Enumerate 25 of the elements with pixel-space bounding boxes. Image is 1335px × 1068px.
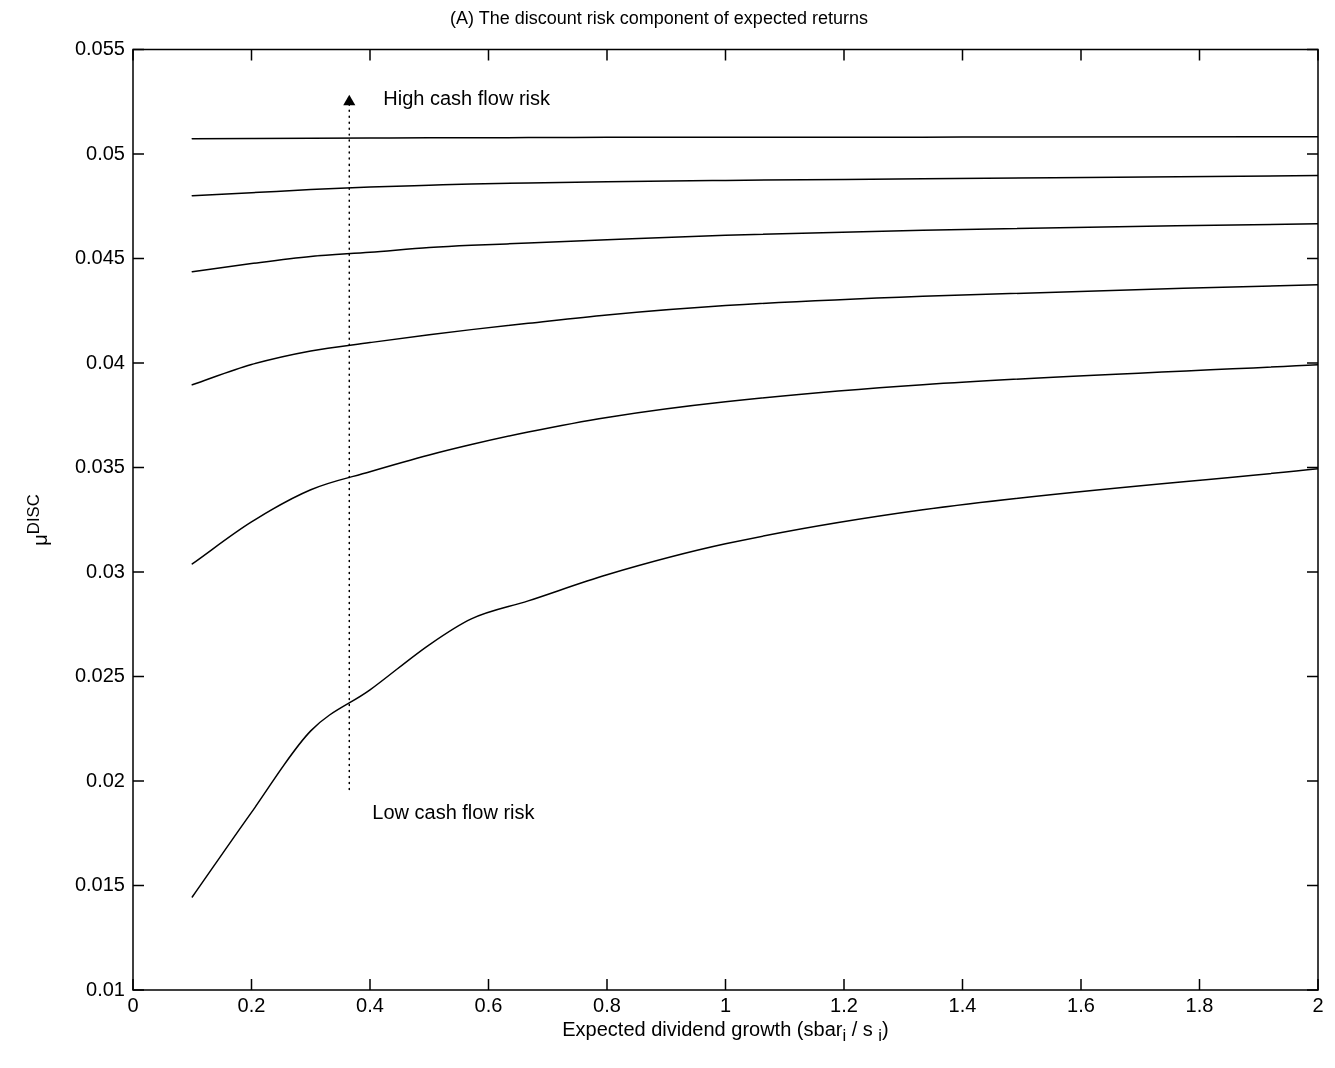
y-tick-label: 0.05: [86, 141, 125, 164]
y-tick-label: 0.03: [86, 559, 125, 582]
x-tick-label: 0.8: [593, 993, 621, 1016]
x-tick-label: 1.8: [1185, 993, 1214, 1016]
annotation: Low cash flow risk: [372, 800, 536, 823]
annotation: High cash flow risk: [383, 87, 551, 110]
x-tick-label: 1: [719, 993, 732, 1016]
y-tick-label: 0.02: [86, 768, 125, 791]
y-tick-label: 0.015: [74, 873, 125, 896]
y-tick-label: 0.04: [86, 350, 125, 373]
x-tick-label: 2: [1312, 993, 1324, 1016]
x-tick-label: 0: [127, 993, 139, 1016]
x-tick-label: 1.6: [1067, 993, 1095, 1016]
x-tick-label: 0.2: [237, 993, 266, 1016]
x-tick-label: 0.6: [474, 993, 503, 1016]
y-tick-label: 0.045: [74, 246, 125, 269]
y-tick-label: 0.01: [86, 977, 125, 1000]
x-tick-label: 1.2: [830, 993, 858, 1016]
x-tick-label: 0.4: [356, 993, 384, 1016]
x-tick-label: 1.4: [948, 993, 977, 1016]
y-tick-label: 0.035: [74, 455, 125, 478]
y-tick-label: 0.025: [74, 664, 125, 687]
x-axis-title: Expected dividend growth (sbar$_{i}$ / s $_{i}$): [561, 1018, 890, 1046]
y-tick-label: 0.055: [74, 37, 125, 60]
chart-title: (A) The discount risk component of expected returns: [450, 7, 868, 28]
